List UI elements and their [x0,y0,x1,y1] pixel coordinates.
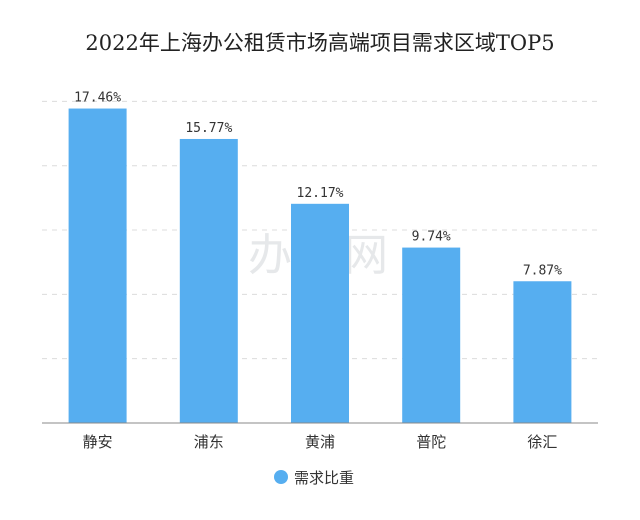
data-label-4: 9.74% [412,230,451,245]
legend-swatch [274,470,288,484]
data-label-3: 12.17% [297,186,344,201]
x-tick-2: 浦东 [194,433,224,451]
bar-5 [513,281,572,423]
data-label-1: 17.46% [74,91,121,106]
x-tick-3: 黄浦 [305,433,335,451]
gridlines [42,100,598,360]
data-labels: 17.46% 15.77% 12.17% 9.74% 7.87% [74,91,562,279]
bar-2 [179,138,238,423]
bar-1 [68,108,127,423]
data-label-5: 7.87% [523,263,562,278]
bar-4 [402,247,461,423]
bars [68,108,572,423]
x-tick-labels: 静安 浦东 黄浦 普陀 徐汇 [83,433,558,451]
legend: 需求比重 [274,469,354,487]
x-tick-5: 徐汇 [527,433,557,451]
chart-title: 2022年上海办公租赁市场高端项目需求区域TOP5 [85,31,554,55]
data-label-2: 15.77% [185,121,232,136]
x-tick-4: 普陀 [416,433,446,451]
bar-3 [291,203,349,423]
legend-label: 需求比重 [294,469,354,487]
x-tick-1: 静安 [83,433,113,451]
